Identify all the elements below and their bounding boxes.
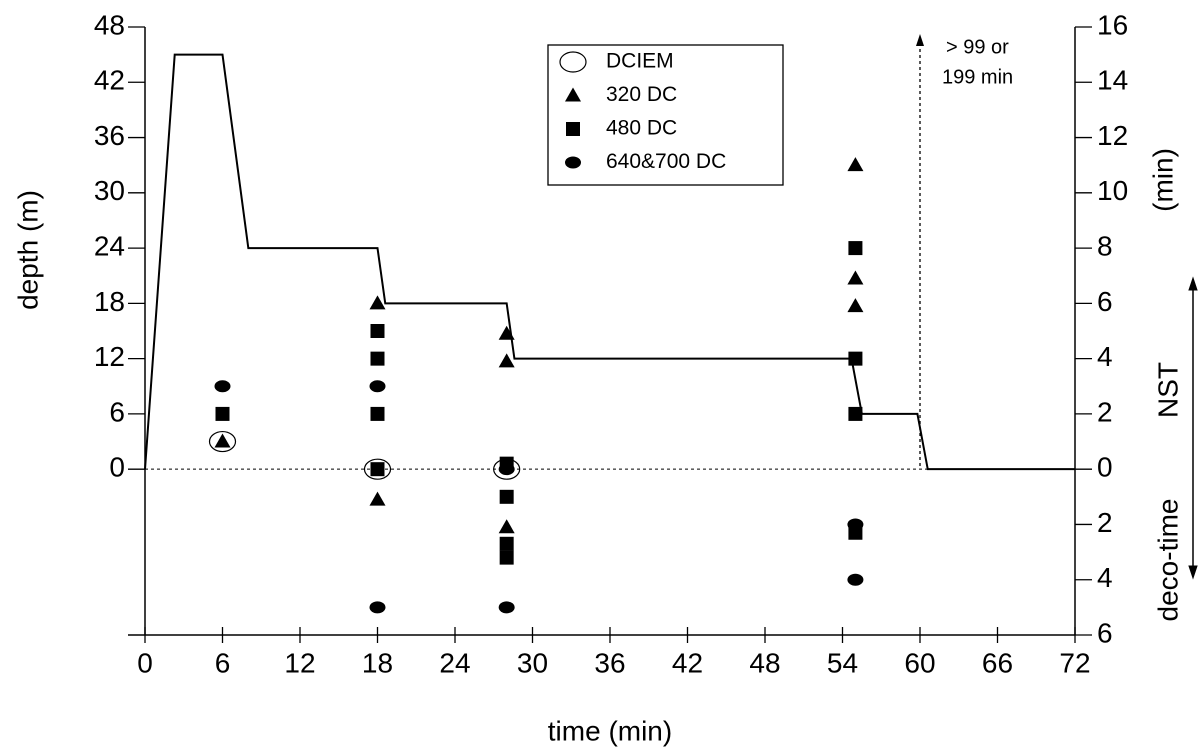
point (847, 298, 864, 313)
point (370, 406, 385, 421)
point (370, 351, 385, 366)
point (498, 519, 515, 534)
x-tick-label: 66 (982, 647, 1013, 678)
y2-tick-label: 2 (1097, 396, 1113, 427)
annotation: 199 min (942, 66, 1013, 88)
point (847, 573, 864, 586)
point (369, 491, 386, 506)
point (370, 324, 385, 338)
y2-axis-title: (min) (1147, 148, 1178, 212)
point (848, 406, 863, 421)
point (369, 380, 386, 393)
x-tick-label: 24 (439, 647, 470, 678)
y-tick-label: 36 (94, 120, 125, 151)
y-tick-label: 24 (94, 230, 125, 261)
y2-tick-label: 4 (1097, 341, 1113, 372)
point (499, 489, 514, 504)
legend-label: DCIEM (606, 50, 674, 73)
point (499, 536, 514, 551)
point (214, 433, 231, 448)
y-tick-label: 30 (94, 175, 125, 206)
y2-axis-title: deco-time (1152, 499, 1183, 622)
point (369, 601, 386, 614)
x-tick-label: 0 (137, 647, 153, 678)
y-tick-label: 12 (94, 341, 125, 372)
point (370, 462, 385, 477)
point (369, 295, 386, 310)
point (499, 550, 514, 565)
y-tick-label: 18 (94, 286, 125, 317)
y2-tick-label: 12 (1097, 120, 1128, 151)
x-tick-label: 18 (362, 647, 393, 678)
x-tick-label: 30 (517, 647, 548, 678)
legend-marker (565, 87, 581, 102)
annotation-arrow (916, 34, 924, 466)
point (215, 406, 230, 421)
point (847, 518, 864, 531)
legend-label: 320 DC (606, 83, 677, 106)
point (498, 353, 515, 368)
y2-tick-label: 8 (1097, 230, 1113, 261)
y2-tick-label: 16 (1097, 9, 1128, 40)
point (498, 463, 515, 476)
annotation: > 99 or (946, 36, 1009, 58)
y2-tick-label: 4 (1097, 562, 1113, 593)
x-tick-label: 48 (749, 647, 780, 678)
point (848, 241, 863, 256)
point (214, 380, 231, 393)
nst-arrow (1188, 276, 1198, 580)
point (498, 325, 515, 340)
y2-axis-title: NST (1152, 362, 1183, 418)
point (498, 601, 515, 614)
point (847, 157, 864, 172)
point (848, 351, 863, 366)
y2-tick-label: 0 (1097, 452, 1113, 483)
y2-tick-label: 6 (1097, 286, 1113, 317)
legend-marker (565, 156, 581, 169)
y2-tick-label: 2 (1097, 507, 1113, 538)
y-tick-label: 48 (94, 9, 125, 40)
point (208, 430, 237, 453)
point (847, 270, 864, 285)
y2-tick-label: 6 (1097, 617, 1113, 648)
x-axis-title: time (min) (548, 715, 672, 746)
legend-marker (566, 122, 580, 136)
point (363, 458, 392, 480)
y2-tick-label: 14 (1097, 65, 1128, 96)
legend-marker (559, 51, 587, 73)
x-tick-label: 36 (594, 647, 625, 678)
y-tick-label: 0 (109, 452, 125, 483)
legend-label: 640&700 DC (606, 150, 726, 173)
x-tick-label: 42 (672, 647, 703, 678)
x-tick-label: 60 (904, 647, 935, 678)
y2-tick-label: 10 (1097, 175, 1128, 206)
x-tick-label: 54 (827, 647, 858, 678)
y-tick-label: 6 (109, 396, 125, 427)
x-tick-label: 72 (1059, 647, 1090, 678)
legend-label: 480 DC (606, 117, 677, 140)
x-tick-label: 12 (284, 647, 315, 678)
x-tick-label: 6 (215, 647, 231, 678)
legend (547, 44, 784, 186)
y-tick-label: 42 (94, 65, 125, 96)
y-axis-title: depth (m) (12, 190, 43, 310)
depth-profile (144, 53, 1075, 471)
